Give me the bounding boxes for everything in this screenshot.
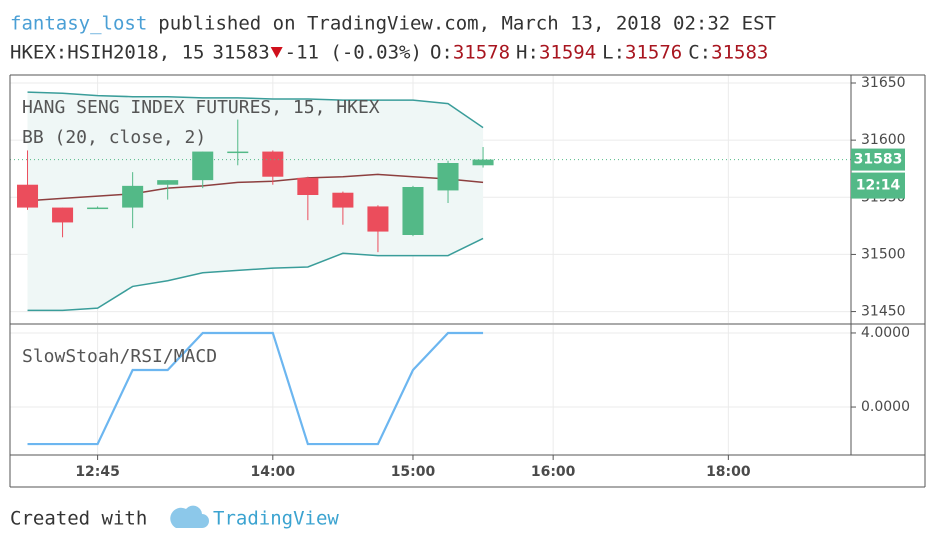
brand-logo [170,505,209,528]
ohlc-label: H: [516,42,539,64]
ohlc-label: O: [430,42,453,64]
indicator-legend: SlowStoah/RSI/MACD [22,346,217,367]
bollinger-lower [27,237,484,312]
candle-body [192,151,214,181]
low-value: 31576 [625,42,682,64]
symbol: HKEX:HSIH2018, 15 [10,42,204,64]
y-tick-label: 31600 [861,132,906,148]
published: published on TradingView.com, March 13, … [158,13,776,35]
bollinger-upper [27,91,484,129]
chart-title: HANG SENG INDEX FUTURES, 15, HKEX [22,97,380,118]
open-value: 31578 [453,42,510,64]
candle-body [157,180,179,185]
candle-body [367,206,389,232]
marks-layer: 31450315003155031600316504.00000.000012:… [10,75,910,480]
ohlc-label: L: [602,42,625,64]
candle-body [52,207,74,223]
indicator-line [27,331,484,446]
candle-body [262,151,284,177]
author: fantasy_lost [10,13,147,35]
candle-body [402,187,424,235]
overlay-legend: BB (20, close, 2) [22,127,206,148]
y-tick-label: 31450 [861,304,906,320]
x-tick-label: 18:00 [706,464,751,480]
change: -11 (-0.03%) [285,42,422,64]
y-tick-label: 0.0000 [861,399,910,415]
x-tick-label: 14:00 [251,464,296,480]
labels-layer: fantasy_lost published on TradingView.com… [10,13,905,199]
band-fill [27,92,484,311]
y-tick-label: 31650 [861,75,906,91]
candle-body [437,163,459,191]
x-tick-label: 12:45 [75,464,120,480]
footer-brand[interactable]: TradingView [213,508,339,530]
candle-body [472,159,494,166]
y-tick-label: 4.0000 [861,325,910,341]
candle-body [122,185,144,208]
candle-body [87,207,109,210]
bollinger-basis [27,173,484,202]
footer-created: Created with [10,508,147,530]
candle-body [17,184,39,208]
x-tick-label: 15:00 [391,464,436,480]
y-tick-label: 31500 [861,246,906,262]
candle-body [332,192,354,208]
frame [9,74,926,488]
high-value: 31594 [539,42,596,64]
last-price-box [851,148,905,171]
candle-body [297,177,319,195]
close-value: 31583 [711,42,768,64]
candle-body [227,151,249,154]
countdown-label: 12:14 [856,178,901,194]
x-tick-label: 16:00 [531,464,576,480]
last-price-label: 31583 [854,152,903,168]
countdown-box [851,172,905,199]
ohlc-label: C: [688,42,711,64]
last-price: 31583 [212,42,269,64]
down-arrow [270,47,283,58]
